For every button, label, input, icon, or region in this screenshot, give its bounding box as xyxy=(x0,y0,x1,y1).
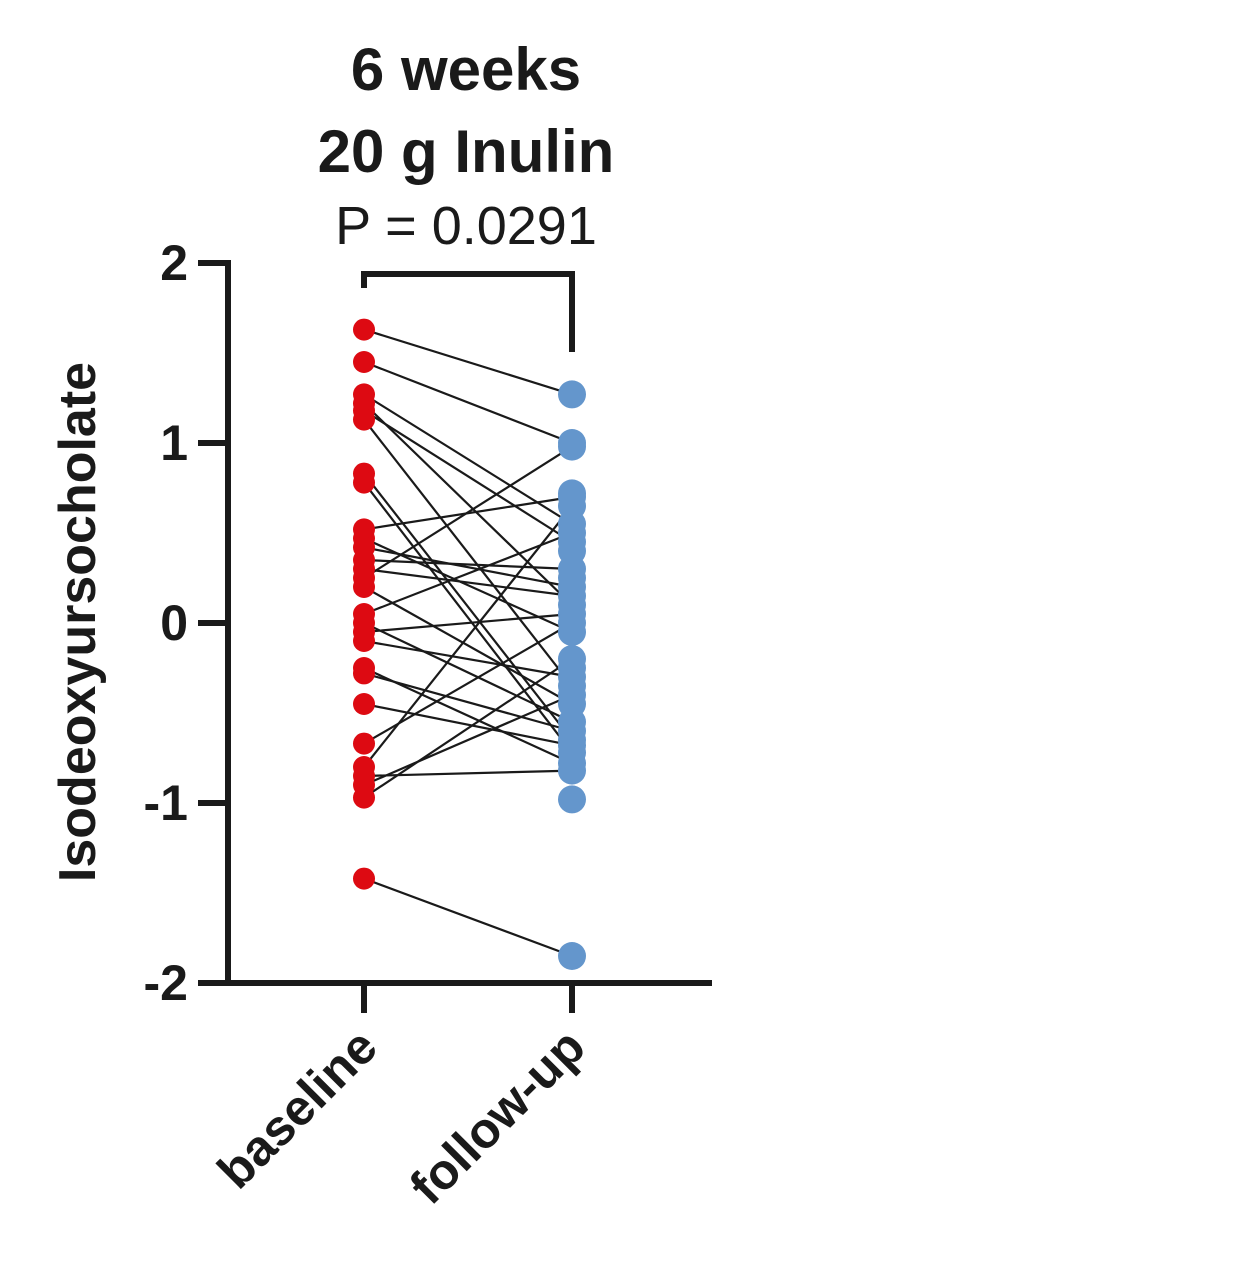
pair-line xyxy=(363,702,573,747)
y-tick-label: 1 xyxy=(160,415,188,471)
pair-line xyxy=(363,658,573,799)
pair-line xyxy=(363,409,573,543)
y-tick-label: 2 xyxy=(160,235,188,291)
pair-line xyxy=(363,481,573,754)
follow-up-points xyxy=(558,380,586,970)
y-axis-label: Isodeoxyursocholate xyxy=(49,362,107,882)
pair-line xyxy=(363,328,573,396)
y-tick-label: 0 xyxy=(160,595,188,651)
pair-line xyxy=(363,877,573,958)
pair-line xyxy=(363,693,573,787)
y-axis-ticks: 2 1 0 -1 -2 xyxy=(144,235,228,1011)
follow-up-point xyxy=(558,380,586,409)
pair-line xyxy=(363,546,573,589)
pair-line xyxy=(363,622,573,723)
follow-up-point xyxy=(558,681,586,709)
pair-line xyxy=(363,612,573,634)
follow-up-point xyxy=(558,756,586,785)
follow-up-point xyxy=(558,785,586,814)
baseline-point xyxy=(353,732,375,755)
y-tick-label: -2 xyxy=(144,955,188,1011)
follow-up-point xyxy=(558,609,586,637)
baseline-point xyxy=(353,351,375,373)
follow-up-point xyxy=(558,654,586,682)
p-value-annotation: P = 0.0291 xyxy=(335,196,597,256)
pair-line xyxy=(363,586,573,705)
pair-line xyxy=(363,445,573,579)
pair-line xyxy=(363,672,573,733)
pair-line xyxy=(363,531,573,616)
chart-title-line2: 20 g Inulin xyxy=(318,118,615,185)
pair-line xyxy=(363,505,573,768)
significance-bracket xyxy=(361,271,575,352)
follow-up-point xyxy=(558,942,586,970)
baseline-points xyxy=(353,318,375,890)
baseline-point xyxy=(353,867,375,890)
baseline-point xyxy=(353,786,375,809)
follow-up-point xyxy=(558,432,586,461)
pair-line xyxy=(363,360,573,445)
baseline-point xyxy=(353,630,375,652)
baseline-point xyxy=(353,662,375,685)
pair-line xyxy=(363,402,573,606)
baseline-point xyxy=(353,471,375,494)
follow-up-point xyxy=(558,564,586,592)
baseline-point xyxy=(353,693,375,715)
pair-line xyxy=(363,639,573,679)
pair-line xyxy=(363,418,573,687)
pair-lines xyxy=(363,328,573,958)
follow-up-point xyxy=(558,479,586,508)
baseline-point xyxy=(353,318,375,341)
pair-line xyxy=(363,558,573,571)
baseline-point xyxy=(353,576,375,598)
pair-line xyxy=(363,567,573,598)
baseline-point xyxy=(353,408,375,431)
pair-line xyxy=(363,472,573,741)
chart-title-line1: 6 weeks xyxy=(351,36,581,103)
x-label-baseline: baseline xyxy=(207,1018,388,1199)
y-tick-label: -1 xyxy=(144,775,188,831)
follow-up-point xyxy=(558,537,586,565)
follow-up-point xyxy=(558,731,586,760)
x-label-follow-up: follow-up xyxy=(399,1018,596,1215)
